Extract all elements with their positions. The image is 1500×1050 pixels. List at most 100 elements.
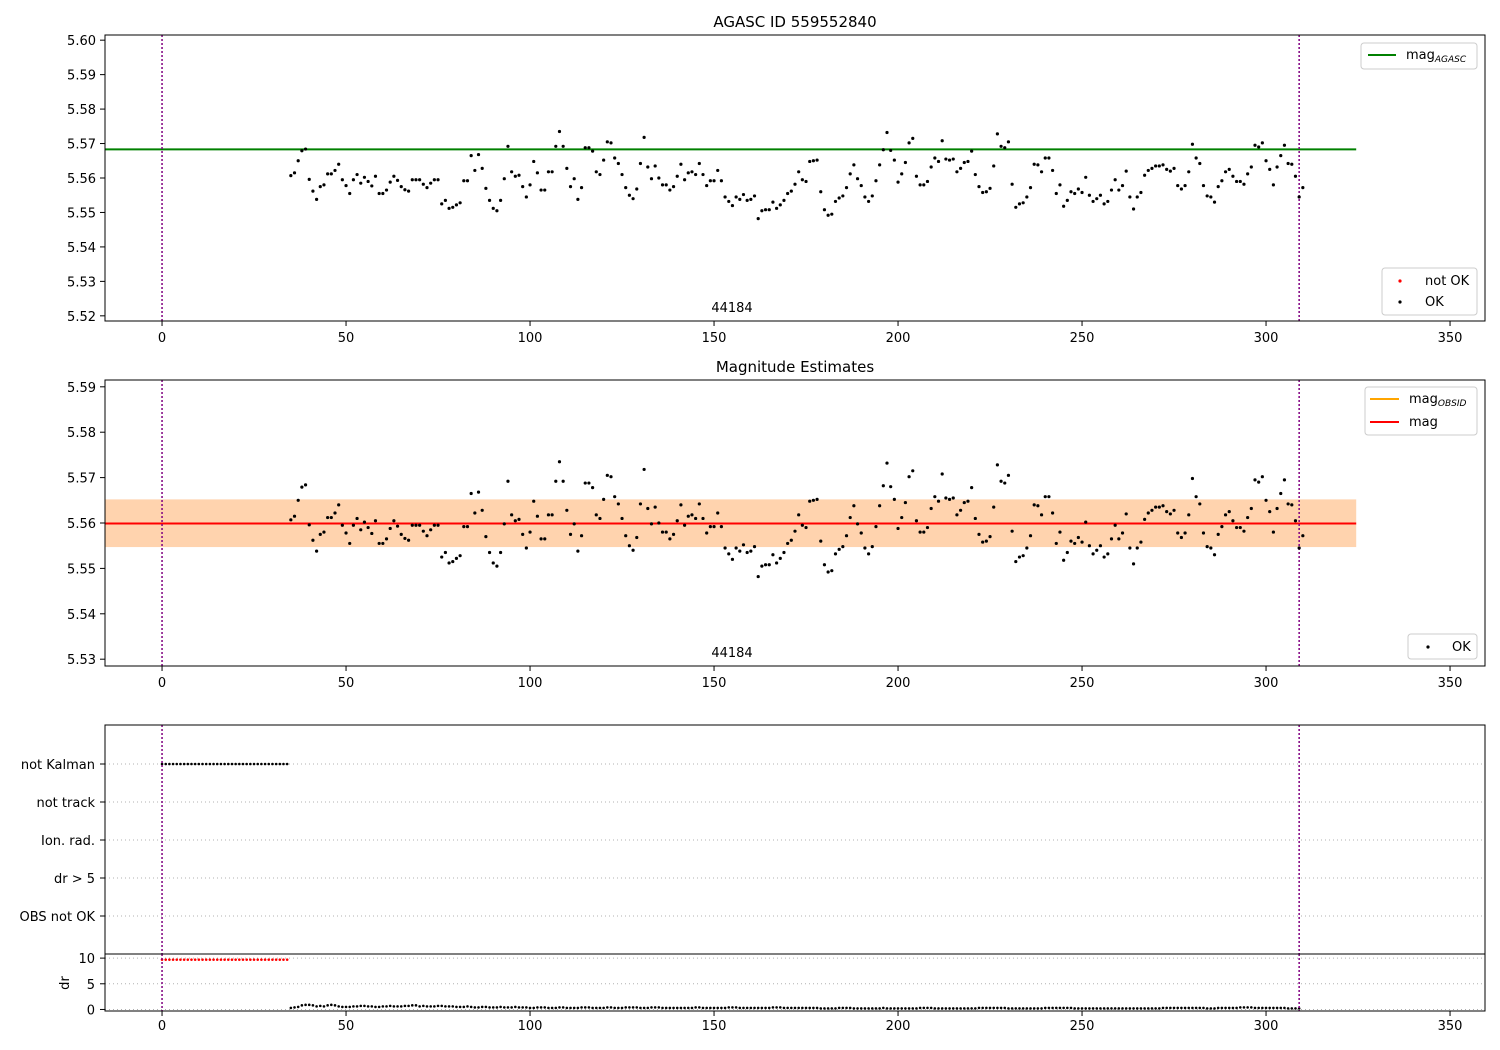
dr-ok-point [414,1004,418,1007]
ok-point [675,174,679,178]
ok-point [1006,473,1011,477]
legend-upper: magOBSID mag [1364,386,1478,436]
dr-ok-point [425,1005,429,1008]
flag-point [241,762,245,766]
ok-point [1201,531,1206,535]
ok-point [841,545,845,549]
ok-point [543,188,547,192]
dr-ok-point [1180,1006,1183,1010]
ok-point [940,472,944,476]
flag-point [168,762,171,766]
ok-point [1201,183,1206,188]
ok-point [414,178,418,182]
dr-not-ok-point [182,958,186,961]
dr-ok-point [937,1007,940,1010]
ok-point [1297,546,1301,550]
dr-ok-point [767,1006,771,1010]
dr-ok-point [307,1003,311,1007]
ok-point [649,522,654,526]
dr-ok-point [635,1006,639,1009]
dr-ok-point [1021,1007,1025,1010]
dr-ok-point [330,1003,333,1007]
flag-point [285,762,289,766]
ok-point [922,530,926,534]
ok-point [311,538,315,542]
ok-point [859,183,863,188]
ok-point [1282,478,1287,482]
ok-point [1025,546,1029,550]
y-axis-label: dr [58,976,73,990]
dr-ok-point [381,1005,385,1008]
ok-point [296,498,300,502]
dr-ok-point [988,1006,992,1010]
flag-point [182,762,186,766]
dr-ok-point [451,1005,455,1008]
dr-not-ok-point [241,958,245,961]
ok-point [1154,164,1158,168]
dr-ok-point [458,1005,462,1009]
ok-point [631,197,635,201]
dr-ok-point [1216,1006,1220,1010]
dr-ok-point [760,1006,764,1010]
ok-point [1183,531,1187,535]
ok-point [1275,165,1279,169]
ok-point [1220,525,1224,529]
dr-ok-point [613,1006,616,1010]
ok-point [568,185,573,189]
ok-point [539,537,543,541]
ok-point [1275,506,1279,511]
ok-point [407,538,411,542]
dr-ok-point [896,1007,900,1010]
dr-ok-point [1051,1006,1054,1010]
dr-ok-point [1066,1006,1069,1010]
dr-ok-point [1077,1007,1080,1010]
ok-point [1238,525,1242,530]
dr-ok-point [845,1006,848,1010]
ok-point [1021,554,1025,558]
ok-point [1231,519,1235,523]
obsid-label: 44184 [711,646,752,661]
ok-point [465,179,470,183]
ok-point [819,190,823,194]
ok-point [1062,204,1066,208]
dr-ok-point [731,1006,734,1009]
ok-point [609,475,613,479]
ok-point [775,206,779,210]
ok-point [657,521,661,525]
dr-ok-point [580,1006,583,1009]
ok-point [638,161,643,166]
ok-point [1091,199,1095,204]
ok-point [576,549,580,553]
ok-point [1286,161,1290,166]
ok-point [947,497,952,501]
ok-point [837,547,841,551]
ok-point [947,158,952,162]
dr-ok-point [712,1006,716,1010]
ok-point [786,191,790,196]
ok-point [925,525,930,530]
dr-ok-point [1113,1007,1117,1010]
ok-point [1297,195,1301,199]
x-tick-label: 0 [158,1019,166,1034]
flag-point [260,762,263,766]
ok-point [745,198,749,202]
flag-point [193,762,197,766]
ok-point [627,193,632,197]
ok-point [624,534,628,538]
ok-point [605,140,609,144]
ok-point [741,543,746,547]
ok-point [1058,183,1062,187]
dr-ok-point [502,1006,506,1009]
ok-point [896,180,900,184]
dr-not-ok-point [164,958,168,961]
dr-ok-point [506,1006,510,1009]
dr-not-ok-point [186,958,190,961]
ok-point [767,208,771,212]
dr-ok-point [388,1004,392,1008]
dr-ok-point [1176,1006,1180,1010]
ok-point [502,177,506,181]
dr-ok-point [377,1005,381,1009]
dr-ok-point [352,1005,355,1008]
ok-point [1073,541,1077,546]
ok-point [752,194,757,198]
